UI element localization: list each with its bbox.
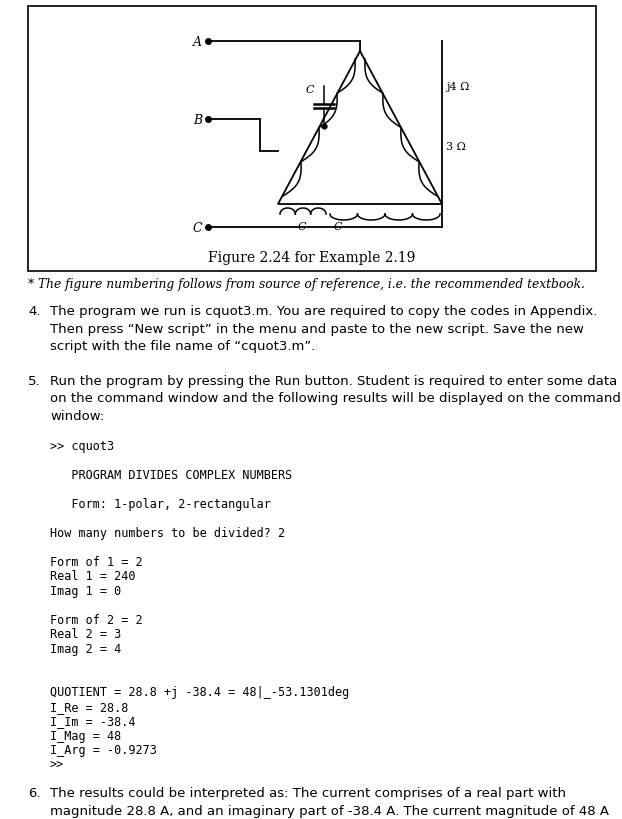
Text: Imag 1 = 0: Imag 1 = 0 [50,584,121,597]
Text: C: C [334,222,342,232]
Text: C: C [192,221,202,234]
Text: Real 1 = 240: Real 1 = 240 [50,570,136,583]
Text: Run the program by pressing the Run button. Student is required to enter some da: Run the program by pressing the Run butt… [50,374,621,423]
Text: QUOTIENT = 28.8 +j -38.4 = 48|_-53.1301deg: QUOTIENT = 28.8 +j -38.4 = 48|_-53.1301d… [50,686,349,699]
Text: I_Arg = -0.9273: I_Arg = -0.9273 [50,744,157,757]
Text: Figure 2.24 for Example 2.19: Figure 2.24 for Example 2.19 [208,251,415,265]
Text: 3 Ω: 3 Ω [446,142,466,152]
Text: B: B [193,113,202,126]
Text: >>: >> [50,758,64,771]
Text: Form of 2 = 2: Form of 2 = 2 [50,613,142,627]
Text: j4 Ω: j4 Ω [446,82,470,92]
Text: I_Im = -38.4: I_Im = -38.4 [50,715,136,727]
Text: PROGRAM DIVIDES COMPLEX NUMBERS: PROGRAM DIVIDES COMPLEX NUMBERS [50,468,292,482]
Text: * The figure numbering follows from source of reference, i.e. the recommended te: * The figure numbering follows from sour… [28,278,585,291]
Text: I_Mag = 48: I_Mag = 48 [50,729,121,742]
Text: I_Re = 28.8: I_Re = 28.8 [50,700,128,713]
Text: C: C [306,85,314,95]
Text: Real 2 = 3: Real 2 = 3 [50,627,121,640]
Text: A: A [193,35,202,48]
Text: How many numbers to be divided? 2: How many numbers to be divided? 2 [50,527,285,540]
Text: >> cquot3: >> cquot3 [50,440,114,452]
Bar [28,7,596,272]
Text: 4.: 4. [28,305,40,318]
Text: Imag 2 = 4: Imag 2 = 4 [50,642,121,655]
Text: Form of 1 = 2: Form of 1 = 2 [50,555,142,568]
Text: C: C [298,222,306,232]
Text: The program we run is cquot3.m. You are required to copy the codes in Appendix.
: The program we run is cquot3.m. You are … [50,305,597,352]
Text: 5.: 5. [28,374,40,387]
Text: 6.: 6. [28,786,40,799]
Text: The results could be interpreted as: The current comprises of a real part with
m: The results could be interpreted as: The… [50,786,609,817]
Text: Form: 1-polar, 2-rectangular: Form: 1-polar, 2-rectangular [50,497,271,510]
